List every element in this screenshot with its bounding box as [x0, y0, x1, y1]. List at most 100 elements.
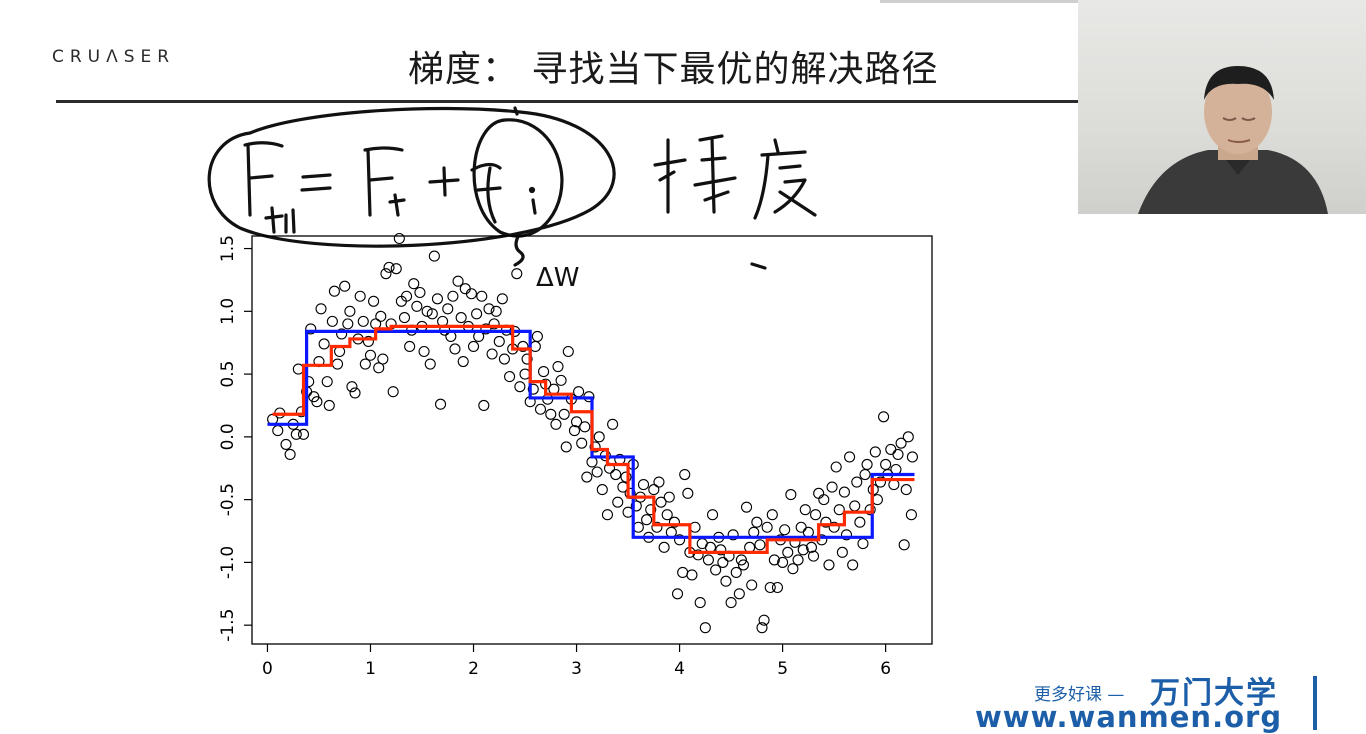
data-point [568, 425, 581, 437]
data-point [297, 428, 310, 440]
data-point [496, 293, 508, 305]
data-point [756, 622, 768, 634]
data-point [874, 476, 887, 488]
x-tick-label: 3 [571, 659, 582, 679]
data-point [795, 521, 807, 533]
data-point [766, 509, 778, 521]
data-point [601, 509, 614, 521]
data-point [442, 303, 454, 315]
data-point [504, 371, 516, 383]
data-point [364, 349, 377, 361]
slide-title: 梯度： 寻找当下最优的解决路径 [408, 49, 939, 90]
data-point [880, 458, 892, 471]
data-point [836, 546, 848, 558]
data-point [847, 559, 859, 571]
data-point [706, 509, 719, 521]
data-point [859, 468, 871, 481]
data-point [861, 458, 873, 471]
data-point [830, 461, 842, 473]
data-point [849, 500, 861, 512]
data-point [387, 386, 399, 398]
data-point [754, 539, 766, 551]
data-point [511, 268, 523, 280]
handwriting-annotation: ΔW [207, 106, 817, 293]
data-point [483, 303, 495, 315]
data-point [284, 448, 296, 460]
presenter-figure [1138, 66, 1328, 214]
data-point [682, 487, 694, 499]
data-point [521, 353, 533, 365]
data-point [390, 263, 402, 275]
data-point [321, 376, 333, 388]
y-tick-label: -1.0 [218, 546, 238, 579]
data-point [612, 496, 624, 508]
data-point [632, 521, 644, 533]
data-point [560, 441, 572, 453]
data-point [679, 468, 691, 481]
data-point [459, 283, 471, 295]
data-point [702, 554, 714, 566]
data-point [579, 421, 591, 433]
data-point [531, 330, 543, 342]
x-tick-label: 6 [880, 659, 891, 679]
data-point [737, 559, 750, 571]
data-point [318, 338, 330, 350]
data-point [677, 566, 689, 578]
data-point [878, 411, 890, 423]
data-point [851, 476, 863, 488]
data-point [490, 305, 502, 317]
data-point [885, 443, 897, 455]
y-tick-label: 0.5 [218, 361, 238, 388]
x-tick-label: 0 [262, 659, 273, 679]
data-point [857, 538, 869, 550]
data-point [620, 471, 632, 483]
data-point [538, 366, 550, 378]
watermark-url: www.wanmen.org [975, 700, 1283, 734]
data-point [668, 516, 680, 528]
brand-logo: CRUΛSER [52, 47, 176, 67]
data-point [498, 353, 510, 365]
data-point [478, 399, 490, 412]
data-point [637, 479, 650, 491]
data-point [581, 471, 593, 483]
data-point [555, 374, 567, 386]
presenter-webcam [1078, 0, 1366, 214]
data-point [591, 466, 603, 478]
data-point [467, 340, 480, 353]
data-point [323, 399, 335, 412]
data-point [362, 335, 374, 348]
data-point [740, 501, 753, 513]
data-point [452, 275, 464, 287]
data-point [658, 541, 670, 553]
title-divider [56, 100, 1078, 103]
data-point [488, 318, 500, 330]
data-point [805, 541, 818, 553]
data-point [699, 622, 711, 634]
data-point [408, 278, 420, 290]
data-point [799, 504, 811, 516]
data-point [480, 323, 492, 335]
data-point [570, 416, 583, 428]
data-point [782, 546, 794, 558]
data-point [380, 268, 392, 280]
data-point [357, 315, 369, 327]
data-point [686, 569, 698, 581]
y-tick-label: 0.0 [218, 423, 238, 450]
data-point [840, 529, 853, 541]
data-point [733, 588, 745, 600]
y-tick-label: -0.5 [218, 483, 238, 516]
data-point [400, 290, 413, 302]
data-point [746, 579, 758, 591]
data-point [906, 451, 918, 463]
data-point [424, 358, 436, 370]
data-point [465, 288, 478, 300]
data-point [349, 387, 361, 399]
data-point [826, 481, 838, 493]
data-point [720, 575, 732, 587]
y-tick-label: 1.5 [218, 235, 238, 262]
data-point [344, 305, 356, 317]
plot-frame [251, 235, 933, 645]
data-point [493, 335, 505, 348]
data-point [630, 500, 642, 512]
data-point [823, 559, 835, 571]
